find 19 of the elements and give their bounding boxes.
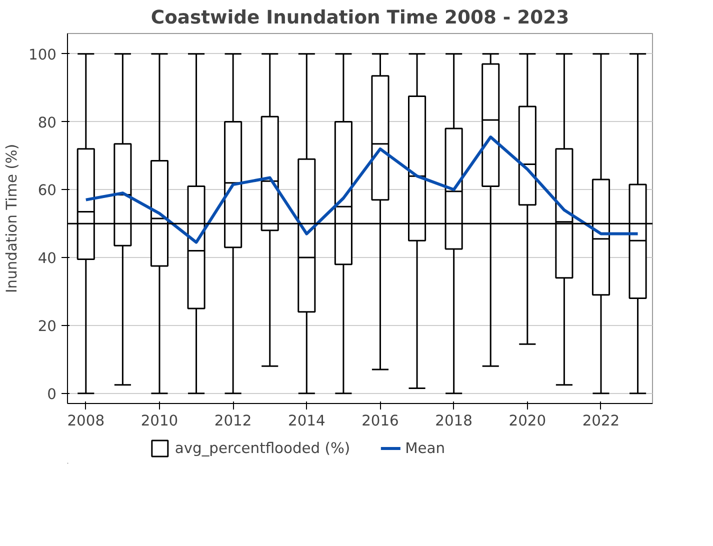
legend-label: avg_percentflooded (%): [174, 440, 350, 456]
x-tick-label: 2014: [288, 412, 326, 430]
x-tick-label: 2010: [140, 412, 178, 430]
y-tick-label: 100: [28, 46, 57, 64]
x-tick-label: 2012: [214, 412, 252, 430]
legend-label: Mean: [405, 440, 446, 456]
y-tick-label: 80: [38, 114, 57, 132]
line-series: [84, 136, 640, 244]
chart-title: Coastwide Inundation Time 2008 - 2023: [150, 8, 570, 28]
x-tick-label: 2016: [362, 412, 399, 430]
x-tick-label: 2018: [435, 412, 472, 430]
y-tick-label: 40: [38, 250, 57, 268]
y-tick-label: 60: [38, 182, 57, 200]
y-axis-title: Inundation Time (%): [4, 144, 21, 294]
x-tick-label: 2008: [67, 412, 105, 430]
x-tick-label: 2020: [508, 412, 546, 430]
y-tick-label: 0: [47, 386, 57, 403]
y-tick-label: 20: [38, 318, 57, 335]
x-tick-label: 2022: [582, 412, 620, 430]
